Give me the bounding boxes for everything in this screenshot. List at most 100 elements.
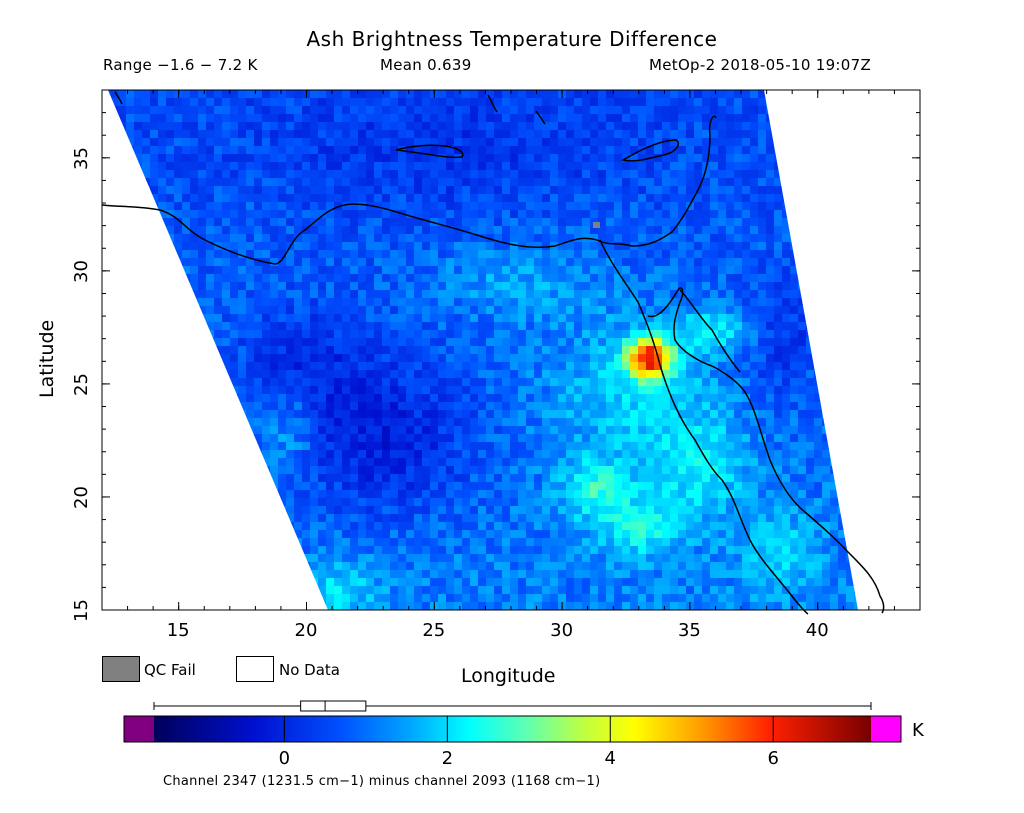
data-pixel bbox=[414, 178, 422, 186]
data-pixel bbox=[294, 490, 302, 498]
data-pixel bbox=[678, 266, 686, 274]
data-pixel bbox=[254, 394, 262, 402]
data-pixel bbox=[654, 394, 662, 402]
data-pixel bbox=[278, 170, 286, 178]
data-pixel bbox=[414, 114, 422, 122]
data-pixel bbox=[438, 274, 446, 282]
data-pixel bbox=[134, 338, 142, 346]
data-pixel bbox=[678, 458, 686, 466]
data-pixel bbox=[438, 146, 446, 154]
data-pixel bbox=[158, 434, 166, 442]
data-pixel bbox=[646, 434, 654, 442]
data-pixel bbox=[806, 114, 814, 122]
data-pixel bbox=[806, 290, 814, 298]
data-pixel bbox=[238, 450, 246, 458]
data-pixel bbox=[254, 202, 262, 210]
data-pixel bbox=[614, 490, 622, 498]
data-pixel bbox=[766, 234, 774, 242]
data-pixel bbox=[854, 178, 858, 186]
data-pixel bbox=[358, 234, 366, 242]
data-pixel bbox=[478, 418, 486, 426]
data-pixel bbox=[814, 138, 822, 146]
data-pixel bbox=[670, 498, 678, 506]
data-pixel bbox=[454, 162, 462, 170]
data-pixel bbox=[598, 202, 606, 210]
data-pixel bbox=[566, 282, 574, 290]
data-pixel bbox=[302, 434, 310, 442]
data-pixel bbox=[302, 442, 310, 450]
data-pixel bbox=[406, 466, 414, 474]
data-pixel bbox=[222, 90, 230, 98]
data-pixel bbox=[686, 482, 694, 490]
data-pixel bbox=[108, 322, 110, 330]
data-pixel bbox=[758, 458, 766, 466]
data-pixel bbox=[798, 234, 806, 242]
data-pixel bbox=[846, 258, 854, 266]
data-pixel bbox=[694, 146, 702, 154]
data-pixel bbox=[134, 378, 142, 386]
data-pixel bbox=[542, 178, 550, 186]
data-pixel bbox=[734, 162, 742, 170]
data-pixel bbox=[726, 498, 734, 506]
data-pixel bbox=[862, 162, 870, 170]
data-pixel bbox=[646, 338, 654, 346]
data-pixel bbox=[630, 250, 638, 258]
data-pixel bbox=[566, 314, 574, 322]
data-pixel bbox=[734, 426, 742, 434]
data-pixel bbox=[254, 402, 262, 410]
data-pixel bbox=[726, 122, 734, 130]
data-pixel bbox=[518, 418, 526, 426]
data-pixel bbox=[198, 154, 206, 162]
data-pixel bbox=[542, 378, 550, 386]
data-pixel bbox=[108, 474, 110, 482]
data-pixel bbox=[150, 386, 158, 394]
data-pixel bbox=[470, 242, 478, 250]
data-pixel bbox=[270, 178, 278, 186]
data-pixel bbox=[782, 186, 790, 194]
data-pixel bbox=[206, 258, 214, 266]
data-pixel bbox=[558, 162, 566, 170]
data-pixel bbox=[390, 162, 398, 170]
data-pixel bbox=[110, 394, 118, 402]
data-pixel bbox=[686, 146, 694, 154]
data-pixel bbox=[310, 442, 318, 450]
data-pixel bbox=[726, 162, 734, 170]
data-pixel bbox=[198, 90, 206, 98]
data-pixel bbox=[806, 378, 814, 386]
data-pixel bbox=[150, 498, 158, 506]
data-pixel bbox=[510, 258, 518, 266]
data-pixel bbox=[590, 154, 598, 162]
data-pixel bbox=[702, 178, 710, 186]
data-pixel bbox=[862, 234, 870, 242]
data-pixel bbox=[398, 442, 406, 450]
data-pixel bbox=[518, 194, 526, 202]
data-pixel bbox=[526, 146, 534, 154]
data-pixel bbox=[566, 98, 574, 106]
data-pixel bbox=[566, 474, 574, 482]
data-pixel bbox=[630, 210, 638, 218]
data-pixel bbox=[606, 434, 614, 442]
data-pixel bbox=[534, 474, 542, 482]
data-pixel bbox=[366, 170, 374, 178]
data-pixel bbox=[366, 474, 374, 482]
data-pixel bbox=[846, 474, 854, 482]
data-pixel bbox=[822, 418, 830, 426]
data-pixel bbox=[558, 114, 566, 122]
data-pixel bbox=[230, 202, 238, 210]
data-pixel bbox=[750, 218, 758, 226]
data-pixel bbox=[694, 290, 702, 298]
data-pixel bbox=[134, 234, 142, 242]
data-pixel bbox=[758, 130, 766, 138]
data-pixel bbox=[118, 162, 126, 170]
data-pixel bbox=[166, 482, 174, 490]
data-pixel bbox=[702, 154, 710, 162]
data-pixel bbox=[366, 434, 374, 442]
data-pixel bbox=[206, 378, 214, 386]
data-pixel bbox=[558, 178, 566, 186]
data-pixel bbox=[526, 210, 534, 218]
data-pixel bbox=[606, 482, 614, 490]
data-pixel bbox=[550, 330, 558, 338]
data-pixel bbox=[558, 130, 566, 138]
data-pixel bbox=[694, 242, 702, 250]
data-pixel bbox=[550, 434, 558, 442]
